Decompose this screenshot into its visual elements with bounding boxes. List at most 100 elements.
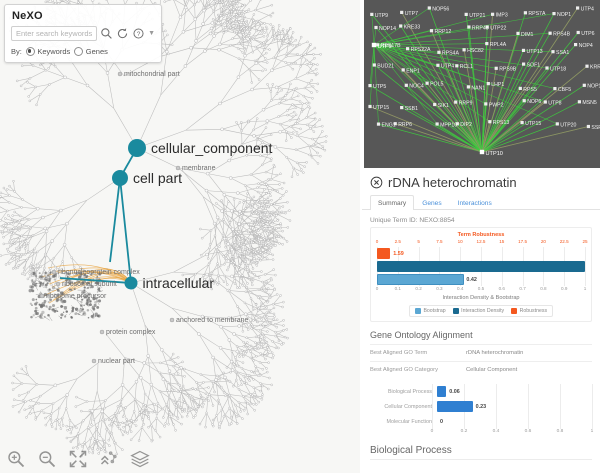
tree-node[interactable] bbox=[282, 181, 286, 185]
tree-node[interactable] bbox=[219, 14, 222, 17]
tree-node[interactable] bbox=[178, 386, 182, 389]
tree-node[interactable] bbox=[17, 259, 20, 263]
tree-node[interactable] bbox=[233, 0, 236, 1]
tree-node[interactable] bbox=[205, 171, 210, 176]
tree-node[interactable] bbox=[289, 41, 293, 44]
tree-node[interactable] bbox=[285, 29, 289, 32]
tree-node[interactable] bbox=[239, 378, 242, 381]
tree-node[interactable] bbox=[285, 156, 288, 159]
tree-node[interactable] bbox=[244, 31, 247, 35]
tree-node[interactable] bbox=[69, 439, 73, 443]
tree-node[interactable] bbox=[236, 364, 239, 368]
gene-node[interactable] bbox=[521, 48, 526, 52]
tree-node[interactable] bbox=[230, 422, 233, 425]
tree-node[interactable] bbox=[255, 403, 258, 406]
tree-node[interactable] bbox=[227, 338, 232, 342]
tree-node[interactable] bbox=[6, 247, 9, 251]
tree-node[interactable] bbox=[246, 323, 251, 327]
tree-node[interactable] bbox=[11, 381, 14, 385]
tree-node[interactable] bbox=[269, 159, 273, 162]
tree-node[interactable] bbox=[231, 27, 235, 30]
tree-node[interactable] bbox=[268, 376, 271, 380]
tree-node[interactable] bbox=[234, 235, 237, 238]
tree-node[interactable] bbox=[247, 8, 251, 11]
tree-node[interactable] bbox=[117, 71, 123, 77]
gene-node[interactable] bbox=[516, 31, 520, 35]
tree-node[interactable] bbox=[234, 20, 238, 23]
tree-node[interactable] bbox=[12, 227, 15, 230]
tree-node[interactable] bbox=[245, 350, 249, 353]
gene-node[interactable] bbox=[585, 64, 589, 68]
tree-node[interactable] bbox=[38, 272, 41, 275]
tree-node[interactable] bbox=[239, 244, 243, 248]
tree-node[interactable] bbox=[260, 226, 264, 230]
tree-node[interactable] bbox=[233, 232, 236, 236]
tree-node[interactable] bbox=[200, 236, 204, 240]
tree-node[interactable] bbox=[258, 243, 262, 247]
tree-node[interactable] bbox=[260, 395, 264, 398]
tree-node[interactable] bbox=[258, 241, 262, 245]
tree-node[interactable] bbox=[224, 245, 227, 249]
tree-node[interactable] bbox=[278, 130, 282, 134]
tree-node[interactable] bbox=[202, 274, 206, 277]
tree-node[interactable] bbox=[284, 98, 288, 102]
tree-node[interactable] bbox=[252, 19, 255, 22]
tree-node[interactable] bbox=[224, 26, 227, 29]
tree-node[interactable] bbox=[223, 4, 227, 8]
tree-node[interactable] bbox=[227, 379, 231, 383]
tree-node[interactable] bbox=[268, 225, 272, 229]
tree-node[interactable] bbox=[96, 281, 100, 285]
tree-node[interactable] bbox=[291, 131, 295, 134]
tree-node[interactable] bbox=[242, 27, 246, 30]
tree-node[interactable] bbox=[263, 238, 266, 242]
tree-node[interactable] bbox=[291, 115, 295, 118]
tree-node[interactable] bbox=[73, 287, 76, 291]
tree-node[interactable] bbox=[44, 229, 49, 234]
gene-node[interactable] bbox=[522, 62, 526, 66]
tree-node[interactable] bbox=[207, 263, 211, 266]
tree-node[interactable] bbox=[252, 386, 256, 389]
tree-node[interactable] bbox=[11, 405, 15, 408]
gene-node[interactable] bbox=[393, 122, 397, 126]
tree-node[interactable] bbox=[30, 315, 33, 319]
tree-node[interactable] bbox=[285, 52, 289, 56]
tree-node[interactable] bbox=[263, 22, 266, 25]
tree-node[interactable] bbox=[55, 281, 61, 287]
tree-node[interactable] bbox=[270, 157, 273, 160]
tree-node[interactable] bbox=[231, 242, 234, 246]
tree-node[interactable] bbox=[57, 295, 59, 298]
tree-node[interactable] bbox=[261, 107, 266, 112]
tree-node[interactable] bbox=[28, 99, 32, 103]
tree-node[interactable] bbox=[100, 448, 103, 451]
tree-node[interactable] bbox=[85, 302, 89, 306]
tree-node[interactable] bbox=[277, 115, 280, 118]
tree-node[interactable] bbox=[257, 229, 260, 232]
tree-node[interactable] bbox=[174, 406, 178, 409]
tree-node[interactable] bbox=[57, 289, 60, 292]
tree-node[interactable] bbox=[6, 209, 9, 213]
tree-node[interactable] bbox=[95, 297, 98, 300]
tree-node[interactable] bbox=[83, 289, 86, 292]
tree-node[interactable] bbox=[249, 0, 252, 2]
tree-node[interactable] bbox=[256, 369, 260, 373]
tree-node[interactable] bbox=[44, 271, 48, 275]
tree-node[interactable] bbox=[294, 61, 297, 65]
tree-node[interactable] bbox=[261, 221, 265, 224]
tree-node[interactable] bbox=[237, 414, 241, 418]
tree-node[interactable] bbox=[195, 410, 198, 413]
tree-node[interactable] bbox=[223, 274, 227, 278]
tree-node[interactable] bbox=[115, 452, 119, 456]
tree-node[interactable] bbox=[265, 320, 269, 324]
tree-node[interactable] bbox=[266, 238, 270, 242]
gene-node[interactable] bbox=[368, 104, 372, 109]
tree-node[interactable] bbox=[101, 438, 105, 442]
tree-node[interactable] bbox=[14, 266, 18, 270]
tree-node[interactable] bbox=[258, 196, 262, 199]
tree-node[interactable] bbox=[214, 245, 219, 250]
tree-node[interactable] bbox=[226, 259, 231, 263]
tree-node[interactable] bbox=[171, 373, 175, 376]
tree-node[interactable] bbox=[263, 31, 266, 34]
tree-node[interactable] bbox=[44, 273, 48, 277]
tree-node[interactable] bbox=[7, 250, 10, 253]
tree-node[interactable] bbox=[142, 361, 146, 365]
